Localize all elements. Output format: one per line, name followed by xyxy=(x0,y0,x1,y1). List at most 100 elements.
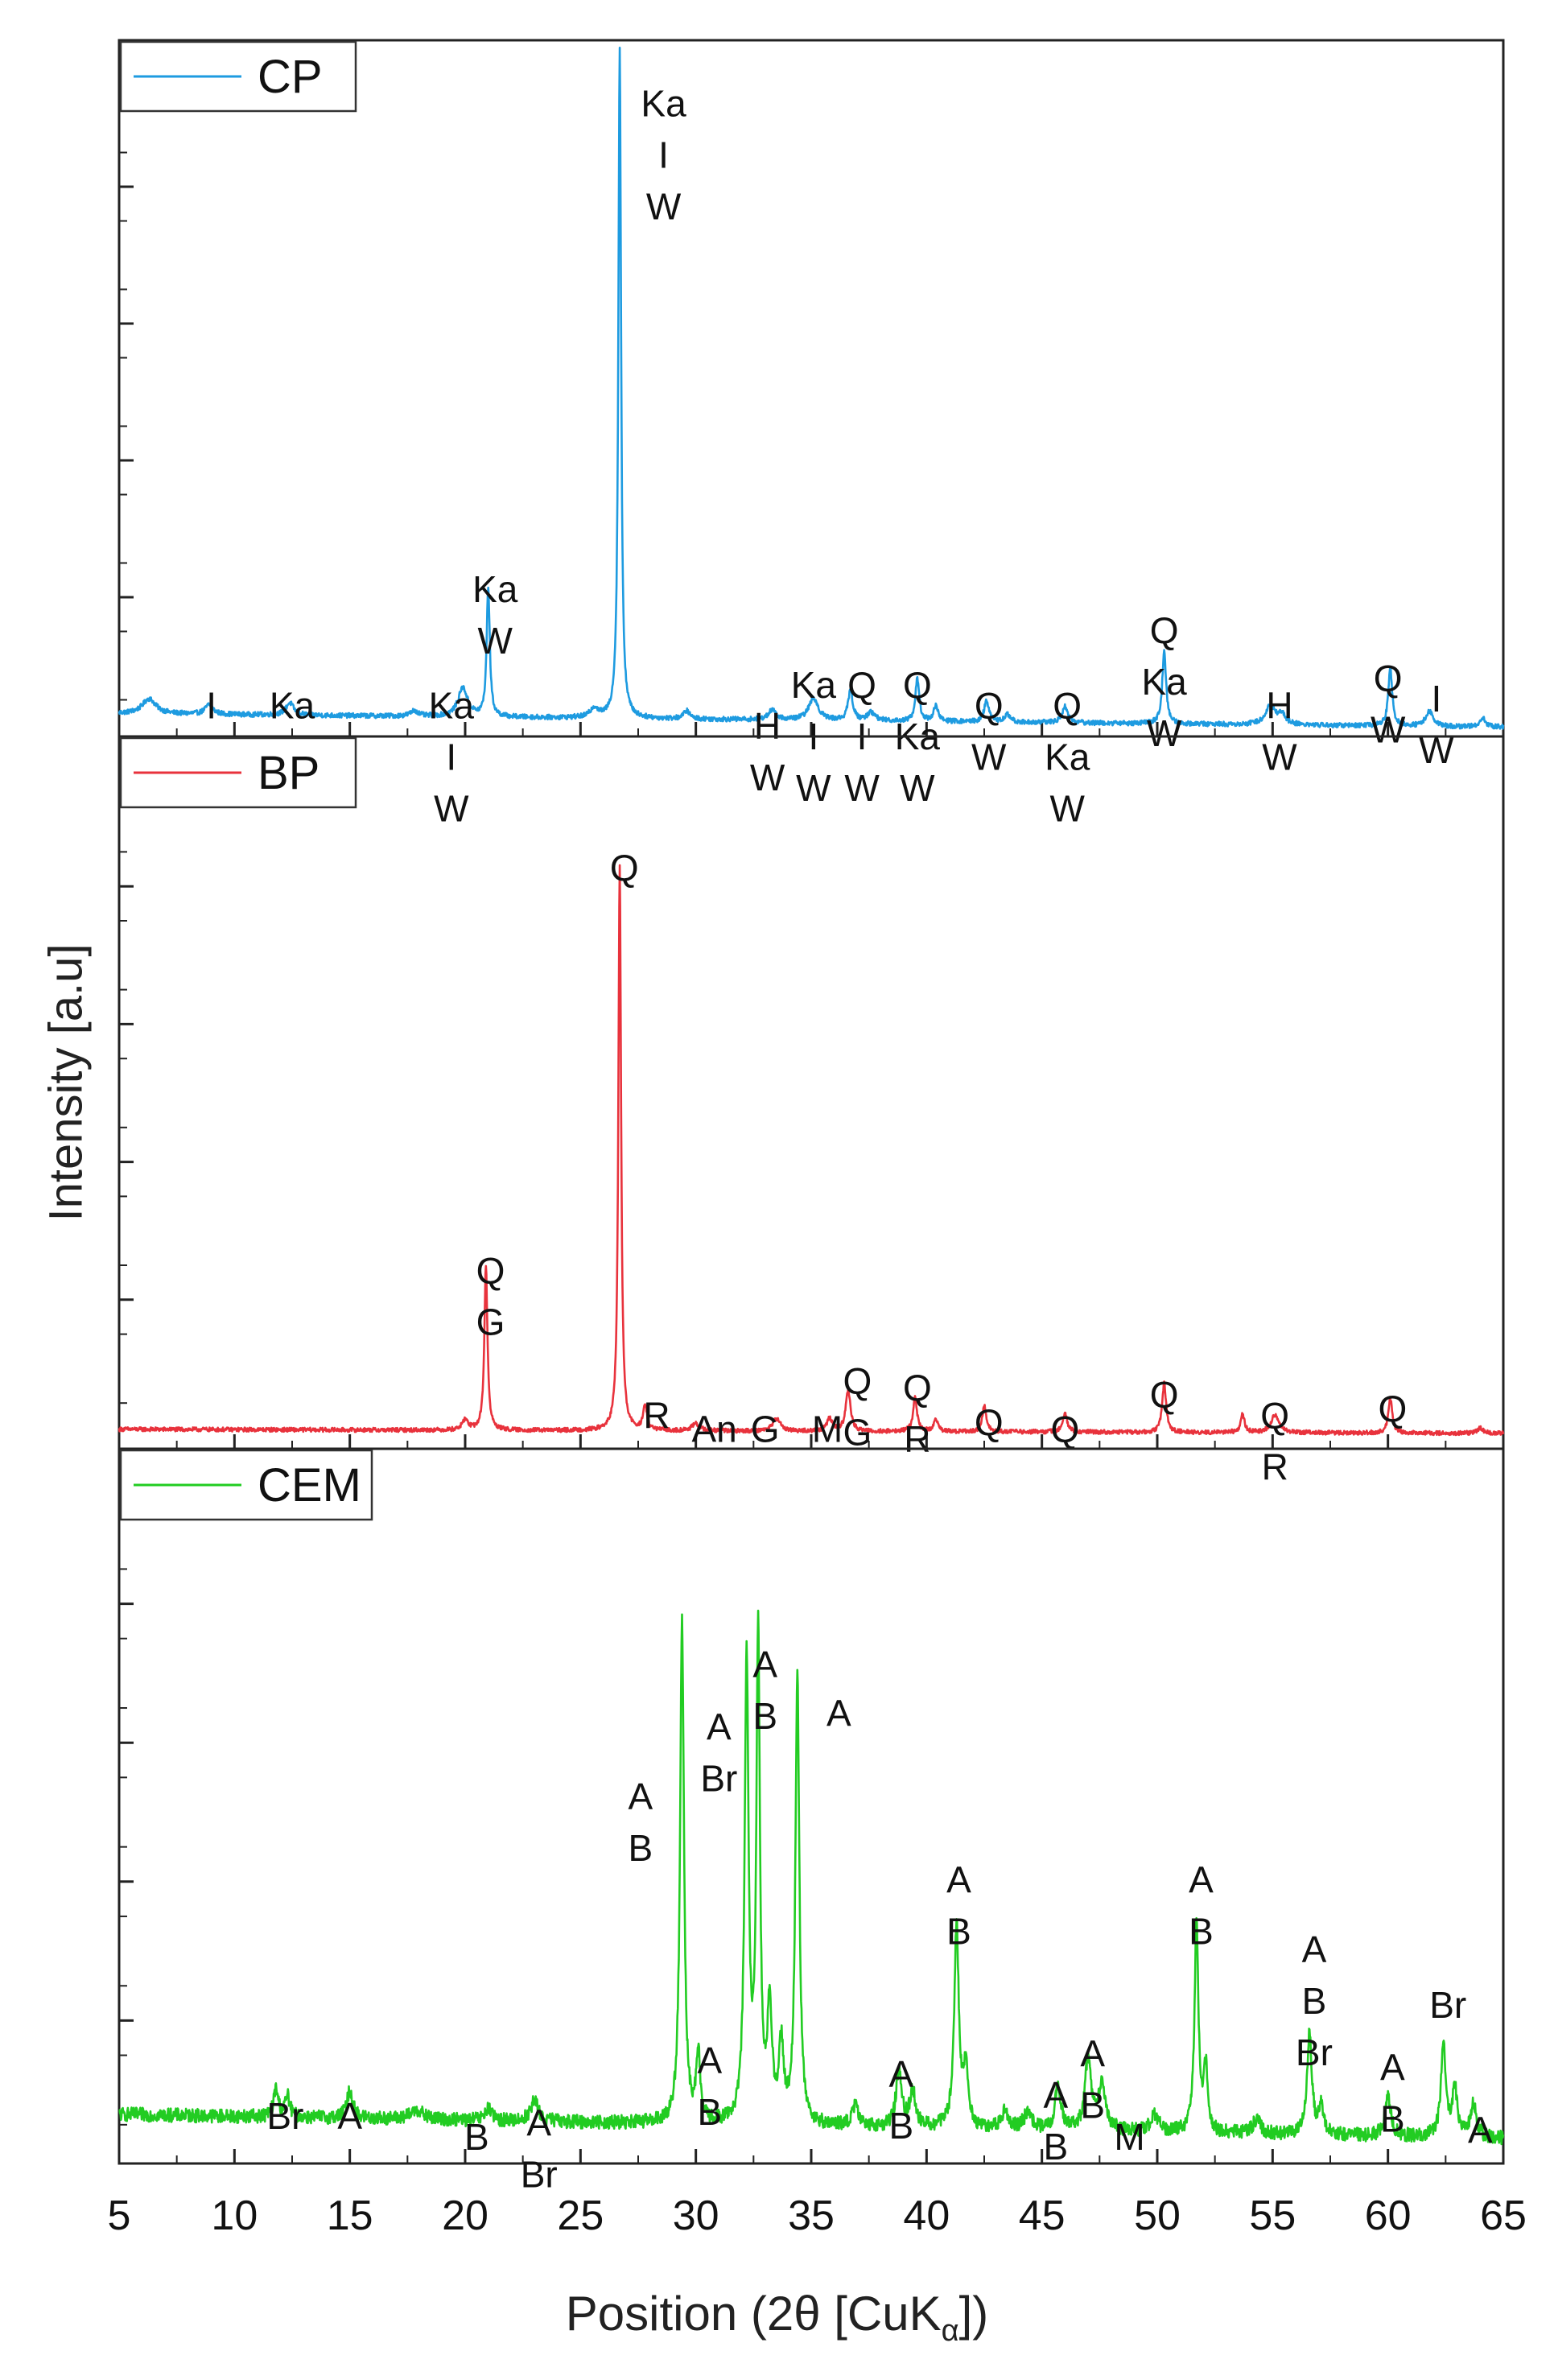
peak-label: B xyxy=(1080,2084,1105,2126)
peak-label: Q xyxy=(1150,609,1179,651)
peak-label: A xyxy=(1302,1928,1327,1970)
peak-annotation: QW xyxy=(1371,657,1406,750)
peak-label: B xyxy=(888,2105,913,2147)
peak-annotation: AB xyxy=(1044,2074,1069,2168)
peak-label: Ka xyxy=(1045,736,1090,778)
peak-annotation: Ka xyxy=(270,684,315,726)
peak-annotation: A Br xyxy=(700,1706,737,1800)
peak-label: A xyxy=(946,1859,971,1901)
peak-label: Q xyxy=(975,1401,1004,1443)
peak-label: Br xyxy=(1296,2031,1333,2073)
x-axis-title: Position (2θ [CuKα]) xyxy=(0,2286,1554,2349)
peak-annotation: AB xyxy=(1080,2032,1105,2126)
peak-label: B xyxy=(629,1827,653,1869)
peak-label: B xyxy=(698,2091,723,2133)
peak-annotation: M xyxy=(812,1408,843,1450)
legend-bp: BP xyxy=(119,736,357,809)
peak-label: M xyxy=(1114,2116,1144,2158)
peak-label: A xyxy=(1468,2109,1493,2151)
peak-annotation: Ka W xyxy=(472,568,518,662)
peak-annotation: Q Ka W xyxy=(1141,609,1187,754)
peak-label: B xyxy=(464,2116,489,2158)
peak-label: Br xyxy=(266,2095,303,2137)
peak-label: Q xyxy=(1379,1388,1408,1429)
peak-label: W xyxy=(796,767,831,809)
peak-annotation: QIW xyxy=(844,664,880,809)
series-line-bp xyxy=(117,864,1505,1437)
peak-annotation: An xyxy=(691,1408,736,1450)
peak-annotation: HW xyxy=(1262,684,1297,778)
peak-label: B xyxy=(1302,1980,1327,2022)
x-tick-label: 40 xyxy=(903,2192,950,2239)
peak-label: A xyxy=(337,2095,362,2137)
peak-annotation: Q xyxy=(610,847,639,889)
x-tick-label: 60 xyxy=(1365,2192,1412,2239)
peak-annotation: A Br xyxy=(521,2102,558,2196)
x-tick-label: 25 xyxy=(557,2192,604,2239)
peak-annotation: Ka IW xyxy=(641,82,686,227)
peak-label: Q xyxy=(1050,1408,1079,1450)
x-tick-label: 45 xyxy=(1019,2192,1066,2239)
peak-label: Q xyxy=(610,847,639,889)
peak-label: A xyxy=(707,1706,732,1748)
x-tick-label: 65 xyxy=(1480,2192,1527,2239)
peak-annotation: I xyxy=(206,684,216,726)
peak-label: A xyxy=(698,2040,723,2081)
x-tick-label: 10 xyxy=(211,2192,258,2239)
peak-label: M xyxy=(812,1408,843,1450)
peak-label: R xyxy=(643,1394,670,1436)
peak-annotation: R xyxy=(643,1394,670,1436)
peak-label: A xyxy=(826,1692,851,1734)
x-axis-title-suffix: ]) xyxy=(958,2287,989,2341)
peak-annotation: QR xyxy=(1260,1394,1289,1487)
peak-label: I xyxy=(206,684,216,726)
peak-label: B xyxy=(752,1695,777,1737)
peak-label: A xyxy=(1080,2032,1105,2074)
peak-label: G xyxy=(476,1301,505,1343)
peak-label: W xyxy=(844,767,880,809)
peak-label: W xyxy=(900,767,935,809)
peak-label: Br xyxy=(700,1758,737,1800)
peak-label: B xyxy=(1380,2098,1405,2140)
peak-label: W xyxy=(1049,787,1085,829)
x-axis-title-subscript: α xyxy=(941,2314,959,2348)
peak-annotation: QG xyxy=(476,1250,505,1343)
peak-annotation: AB xyxy=(752,1644,777,1737)
peak-label: Ka xyxy=(472,568,518,610)
peak-label: W xyxy=(646,185,682,227)
peak-label: A xyxy=(1189,1859,1214,1901)
peak-annotation: M xyxy=(1114,2116,1144,2158)
peak-label: B xyxy=(1189,1911,1214,1953)
series-line-cem xyxy=(118,1609,1505,2146)
peak-label: W xyxy=(1371,708,1406,750)
legend-cp: CP xyxy=(119,40,357,113)
peak-annotation: AB xyxy=(888,2053,913,2147)
peak-label: A xyxy=(629,1776,653,1817)
x-tick-label: 30 xyxy=(673,2192,719,2239)
peak-label: R xyxy=(904,1418,930,1460)
peak-label: W xyxy=(1262,736,1297,778)
x-tick-label: 50 xyxy=(1134,2192,1181,2239)
peak-label: A xyxy=(1380,2047,1405,2089)
panel-frame xyxy=(117,735,1505,1450)
panel-cp: I Ka KaIWKaWKaIWHWKaIWQIWQKaWQWQKaWQKaWHWQ… xyxy=(117,39,1505,829)
peak-label: I xyxy=(446,736,456,778)
peak-label: B xyxy=(946,1911,971,1953)
peak-label: A xyxy=(526,2102,551,2144)
peak-label: Q xyxy=(1260,1394,1289,1436)
peak-annotation: Q xyxy=(1150,1374,1179,1416)
peak-label: Q xyxy=(903,664,932,706)
x-tick-label: 5 xyxy=(108,2192,131,2239)
peak-annotation: A xyxy=(1468,2109,1493,2151)
peak-label: W xyxy=(478,620,513,662)
legend-label: CP xyxy=(258,51,323,103)
peak-annotation: AB xyxy=(629,1776,653,1869)
x-tick-label: 20 xyxy=(442,2192,488,2239)
peak-label: Ka xyxy=(270,684,315,726)
peak-annotation: AB xyxy=(946,1859,971,1953)
peak-annotation: Q xyxy=(975,1401,1004,1443)
peak-annotation: AB xyxy=(1380,2047,1405,2140)
peak-label: H xyxy=(754,705,781,747)
peak-annotation: Br xyxy=(266,2095,303,2137)
